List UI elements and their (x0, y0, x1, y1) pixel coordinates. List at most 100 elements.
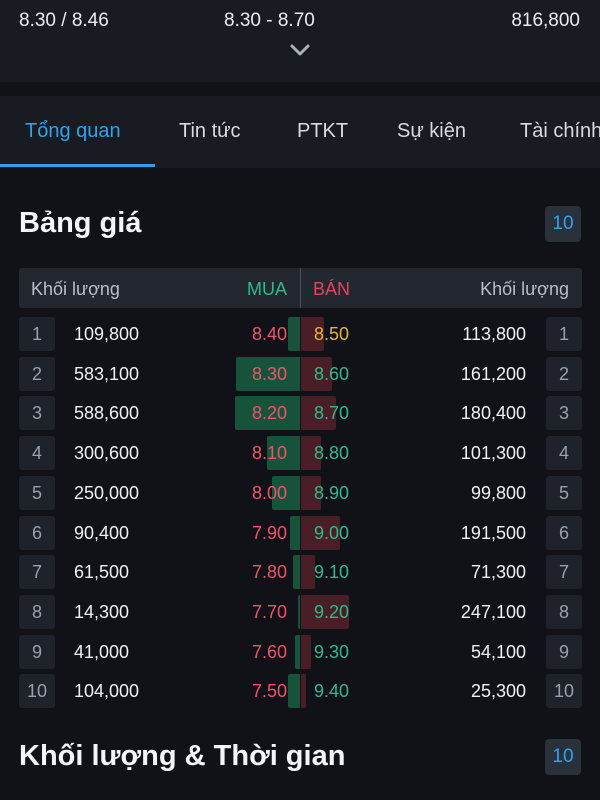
order-book-row: 7 61,500 7.80 9.10 71,300 7 (0, 555, 600, 590)
sell-level-index: 2 (546, 356, 582, 391)
sell-price[interactable]: 8.50 (314, 324, 350, 344)
buy-volume: 588,600 (74, 403, 140, 424)
sell-price[interactable]: 8.80 (314, 443, 350, 464)
tab-technical[interactable]: PTKT (297, 120, 349, 142)
buy-volume-bar (293, 555, 300, 590)
buy-volume-bar (235, 396, 300, 431)
buy-volume: 90,400 (74, 522, 130, 543)
sell-volume: 161,200 (460, 363, 526, 384)
buy-volume: 41,000 (74, 641, 130, 662)
price-board-title: Bảng giá (19, 207, 142, 239)
tab-finance[interactable]: Tài chính (520, 120, 600, 142)
buy-level-index: 6 (19, 515, 55, 550)
sell-level-index: 10 (546, 674, 582, 709)
buy-level-index: 10 (19, 674, 55, 709)
order-book-row: 4 300,600 8.10 8.80 101,300 4 (0, 436, 600, 471)
buy-price[interactable]: 8.30 (251, 363, 287, 384)
buy-level-index: 9 (19, 634, 55, 669)
sell-price[interactable]: 9.20 (314, 601, 350, 622)
buy-level-index: 5 (19, 475, 55, 510)
sell-volume: 25,300 (470, 681, 526, 702)
header-divider (300, 268, 301, 308)
buy-level-index: 3 (19, 396, 55, 431)
order-book-row: 2 583,100 8.30 8.60 161,200 2 (0, 356, 600, 391)
sell-volume-bar (301, 515, 340, 550)
buy-volume-bar (298, 594, 300, 629)
sell-volume-bar (301, 555, 315, 590)
order-book-row: 10 104,000 7.50 9.40 25,300 10 (0, 674, 600, 709)
buy-price[interactable]: 7.90 (251, 522, 287, 543)
buy-volume-bar (267, 436, 300, 471)
sell-price[interactable]: 9.30 (314, 641, 350, 662)
buy-price[interactable]: 7.50 (251, 681, 287, 702)
buy-price[interactable]: 8.40 (251, 324, 287, 344)
sell-volume-bar (301, 356, 332, 391)
order-book-row: 3 588,600 8.20 8.70 180,400 3 (0, 396, 600, 431)
sell-price[interactable]: 9.00 (314, 522, 350, 543)
buy-price[interactable]: 7.80 (251, 562, 287, 583)
buy-level-index: 4 (19, 436, 55, 471)
sell-volume-header: Khối lượng (480, 279, 569, 299)
volume-time-depth-button[interactable]: 10 (545, 739, 581, 775)
order-book-row: 5 250,000 8.00 8.90 99,800 5 (0, 475, 600, 510)
sell-volume-bar (301, 317, 324, 351)
buy-volume-header: Khối lượng (31, 279, 120, 299)
depth-selector-button[interactable]: 10 (545, 206, 581, 242)
tab-news[interactable]: Tin tức (179, 120, 241, 142)
sell-volume: 113,800 (462, 324, 526, 344)
sell-level-index: 7 (546, 555, 582, 590)
sell-volume: 191,500 (460, 522, 526, 543)
sell-header: BÁN (313, 279, 351, 299)
sell-volume-bar (301, 396, 336, 431)
buy-level-index: 8 (19, 594, 55, 629)
sell-volume: 247,100 (460, 601, 526, 622)
sell-volume: 180,400 (460, 403, 526, 424)
sell-volume: 101,300 (460, 443, 526, 464)
buy-price[interactable]: 8.10 (251, 443, 287, 464)
buy-volume-bar (295, 634, 300, 669)
stock-summary-bar: 8.30 / 8.46 8.30 - 8.70 816,800 (0, 0, 600, 82)
chevron-down-icon[interactable] (289, 42, 311, 58)
day-range-value: 8.30 - 8.70 (224, 10, 315, 31)
buy-price[interactable]: 7.60 (251, 641, 287, 662)
sell-level-index: 1 (546, 317, 582, 351)
buy-header: MUA (247, 279, 287, 299)
sell-volume: 99,800 (470, 482, 526, 503)
buy-level-index: 7 (19, 555, 55, 590)
sell-level-index: 3 (546, 396, 582, 431)
sell-price[interactable]: 8.90 (314, 482, 350, 503)
order-book-row: 9 41,000 7.60 9.30 54,100 9 (0, 634, 600, 669)
buy-volume: 250,000 (74, 482, 140, 503)
buy-level-index: 2 (19, 356, 55, 391)
buy-volume: 14,300 (74, 601, 130, 622)
sell-price[interactable]: 8.70 (314, 403, 350, 424)
tab-overview[interactable]: Tổng quan (25, 120, 121, 142)
sell-price[interactable]: 9.40 (314, 681, 350, 702)
sell-price[interactable]: 9.10 (314, 562, 350, 583)
buy-price[interactable]: 8.20 (251, 403, 287, 424)
buy-volume-bar (288, 674, 300, 709)
total-volume-value: 816,800 (511, 10, 580, 31)
sell-level-index: 6 (546, 515, 582, 550)
active-tab-indicator (0, 164, 155, 167)
tab-events[interactable]: Sự kiện (397, 120, 466, 142)
sell-level-index: 9 (546, 634, 582, 669)
buy-price[interactable]: 8.00 (251, 482, 287, 503)
sell-level-index: 4 (546, 436, 582, 471)
sell-volume: 54,100 (470, 641, 526, 662)
sell-volume-bar (301, 475, 321, 510)
buy-volume: 300,600 (74, 443, 140, 464)
sell-volume: 71,300 (470, 562, 526, 583)
bid-ask-value: 8.30 / 8.46 (19, 10, 109, 31)
tab-bar: Tổng quan Tin tức PTKT Sự kiện Tài chính (0, 96, 600, 168)
buy-volume: 583,100 (74, 363, 140, 384)
buy-price[interactable]: 7.70 (251, 601, 287, 622)
sell-volume-bar (301, 436, 321, 471)
sell-price[interactable]: 8.60 (314, 363, 350, 384)
buy-volume: 109,800 (74, 324, 140, 344)
buy-volume-bar (272, 475, 300, 510)
sell-volume-bar (301, 634, 311, 669)
order-book-row: 1 109,800 8.40 8.50 113,800 1 (0, 317, 600, 351)
buy-volume-bar (288, 317, 300, 351)
buy-volume-bar (236, 356, 300, 391)
